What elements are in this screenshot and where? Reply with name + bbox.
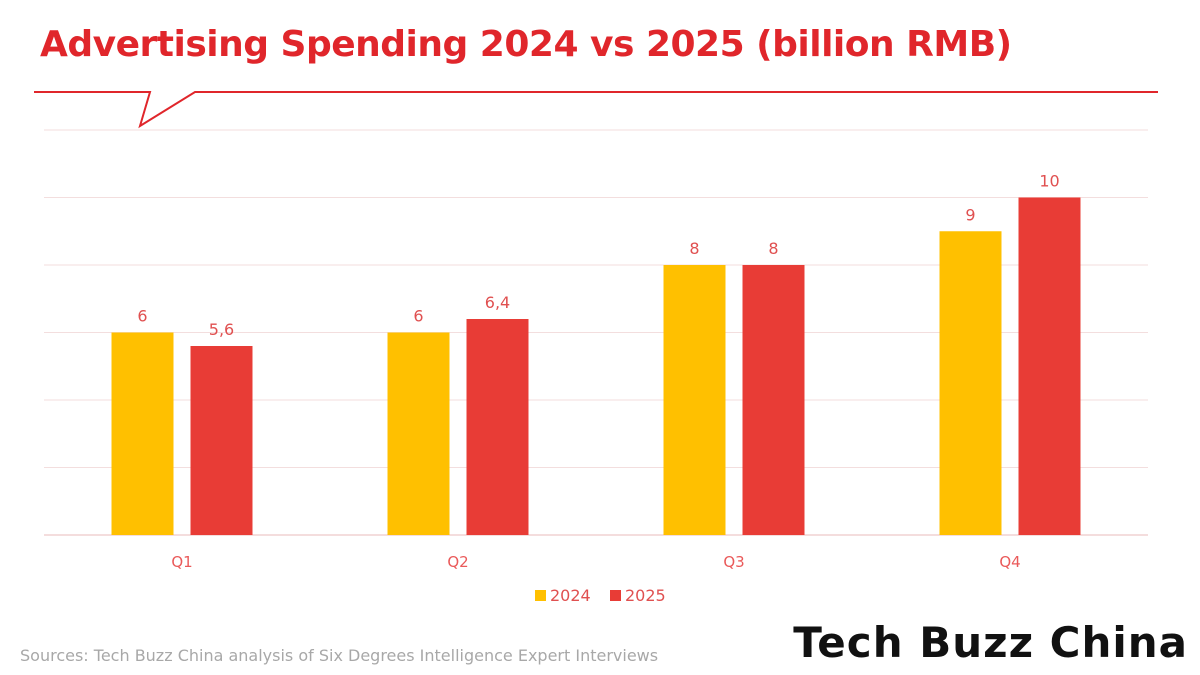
bar-2025-Q2 (466, 319, 529, 535)
bars (111, 197, 1081, 535)
bar-2024-Q4 (939, 231, 1002, 535)
brand-logo: Tech Buzz China (793, 618, 1188, 667)
x-tick-Q2: Q2 (447, 553, 468, 571)
data-label-2025-Q3: 8 (768, 239, 778, 258)
title-callout-line (34, 91, 1158, 129)
x-tick-Q1: Q1 (171, 553, 192, 571)
x-axis-ticks: Q1 Q2 Q3 Q4 (171, 553, 1020, 571)
legend: 2024 2025 (535, 586, 666, 605)
bar-2024-Q2 (387, 332, 450, 535)
bar-2024-Q3 (663, 265, 726, 535)
bar-chart: 6 5,6 6 6,4 8 8 9 10 Q1 Q2 Q3 Q4 2024 2025 (44, 129, 1148, 605)
source-note: Sources: Tech Buzz China analysis of Six… (20, 646, 659, 665)
legend-label-2025: 2025 (625, 586, 666, 605)
data-label-2024-Q4: 9 (965, 205, 975, 224)
data-label-2024-Q3: 8 (689, 239, 699, 258)
bar-2025-Q4 (1018, 197, 1081, 535)
legend-swatch-2024 (535, 590, 546, 601)
data-label-2024-Q1: 6 (137, 307, 147, 326)
data-label-2025-Q1: 5,6 (209, 320, 234, 339)
chart-title: Advertising Spending 2024 vs 2025 (billi… (40, 24, 1012, 65)
legend-label-2024: 2024 (550, 586, 591, 605)
bar-2025-Q3 (742, 265, 805, 535)
data-labels: 6 5,6 6 6,4 8 8 9 10 (137, 172, 1059, 340)
legend-swatch-2025 (610, 590, 621, 601)
data-label-2025-Q2: 6,4 (485, 293, 510, 312)
data-label-2025-Q4: 10 (1039, 172, 1059, 191)
bar-2025-Q1 (190, 346, 253, 535)
bar-2024-Q1 (111, 332, 174, 535)
x-tick-Q3: Q3 (723, 553, 744, 571)
x-tick-Q4: Q4 (999, 553, 1020, 571)
data-label-2024-Q2: 6 (413, 307, 423, 326)
